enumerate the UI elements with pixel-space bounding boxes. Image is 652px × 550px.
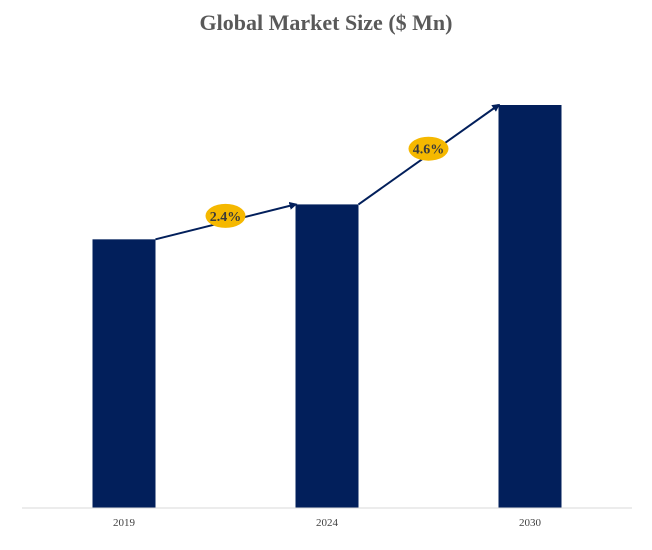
bar-2019 — [92, 239, 156, 509]
cagr-label-1: 2.4% — [210, 210, 242, 225]
cagr-label-2: 4.6% — [413, 143, 445, 158]
cagr-badge-2 — [408, 136, 449, 161]
x-tick-label-2019: 2019 — [113, 517, 136, 529]
chart-title: Global Market Size ($ Mn) — [199, 10, 453, 35]
cagr-badge-1 — [205, 203, 246, 228]
bar-2030 — [498, 105, 562, 508]
x-tick-label-2030: 2030 — [519, 517, 542, 529]
x-tick-label-2024: 2024 — [316, 517, 339, 529]
bar-2024 — [295, 204, 359, 508]
